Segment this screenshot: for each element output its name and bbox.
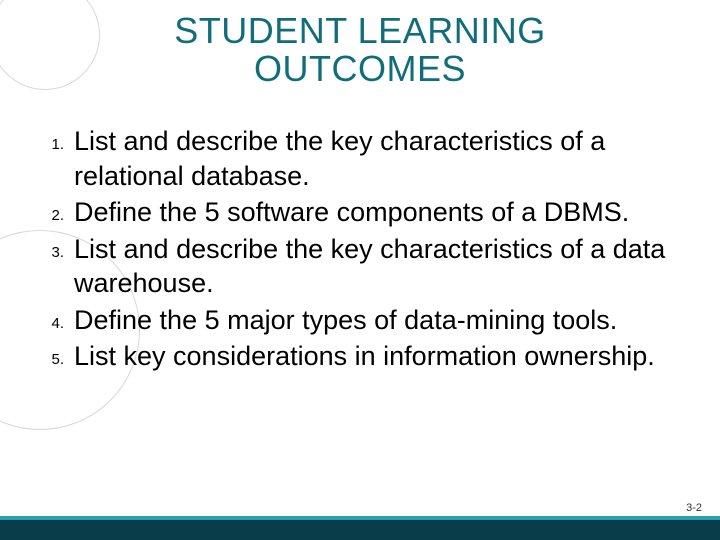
list-item-text: Define the 5 major types of data-mining … <box>74 303 696 338</box>
list-item-number: 3. <box>30 232 74 261</box>
list-item: 4.Define the 5 major types of data-minin… <box>30 303 696 338</box>
list-item-text: List key considerations in information o… <box>74 339 696 374</box>
list-item-text: List and describe the key characteristic… <box>74 232 696 301</box>
list-item-text: Define the 5 software components of a DB… <box>74 195 696 230</box>
list-item: 2.Define the 5 software components of a … <box>30 195 696 230</box>
page-number: 3-2 <box>686 502 702 514</box>
list-item-number: 2. <box>30 195 74 224</box>
list-item: 3.List and describe the key characterist… <box>30 232 696 301</box>
list-item: 5.List key considerations in information… <box>30 339 696 374</box>
outcome-list: 1.List and describe the key characterist… <box>30 124 696 376</box>
list-item-number: 5. <box>30 339 74 368</box>
footer-base <box>0 520 720 540</box>
list-item-number: 1. <box>30 124 74 153</box>
slide-title: STUDENT LEARNINGOUTCOMES <box>0 0 720 88</box>
list-item: 1.List and describe the key characterist… <box>30 124 696 193</box>
list-item-text: List and describe the key characteristic… <box>74 124 696 193</box>
list-item-number: 4. <box>30 303 74 332</box>
title-line1: STUDENT LEARNING <box>174 10 545 51</box>
title-line2: OUTCOMES <box>254 48 466 89</box>
slide: STUDENT LEARNINGOUTCOMES 1.List and desc… <box>0 0 720 540</box>
footer-bar <box>0 516 720 540</box>
